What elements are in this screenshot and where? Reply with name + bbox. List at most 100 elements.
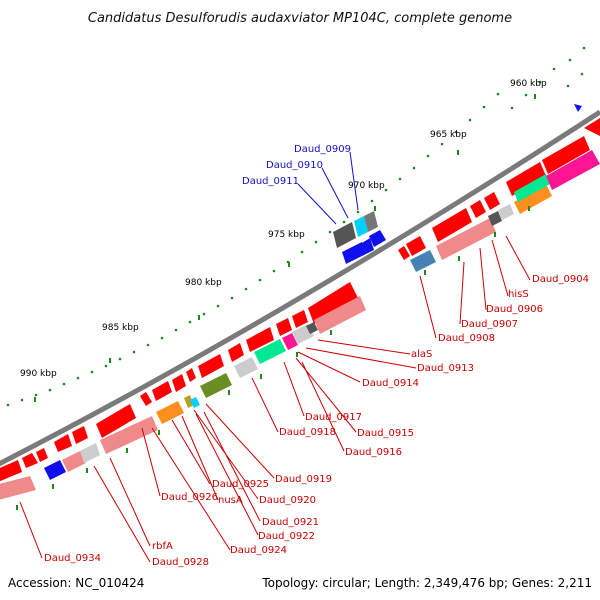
gene-label: Daud_0919 <box>275 474 332 485</box>
gene-block <box>314 296 366 334</box>
gene-block <box>62 451 86 472</box>
gene-arrow <box>54 434 72 452</box>
genome-backbone <box>0 109 600 467</box>
gene-label: Daud_0921 <box>262 517 319 528</box>
gene-label: Daud_0915 <box>357 428 414 439</box>
gene-arrow <box>96 404 136 438</box>
gene-label: hisS <box>508 289 529 300</box>
reverse-strand-genes <box>0 150 600 500</box>
kbp-label: 975 kbp <box>268 230 305 240</box>
gene-block <box>498 204 514 220</box>
gene-block <box>234 357 258 378</box>
kbp-label: 970 kbp <box>348 181 385 191</box>
gene-block <box>254 339 286 364</box>
gene-block <box>410 250 436 272</box>
outer-tick-arc <box>6 46 586 407</box>
kbp-label: 990 kbp <box>20 369 57 379</box>
forward-strand-genes <box>0 118 600 482</box>
gene-label: Daud_0914 <box>362 378 419 389</box>
gene-block <box>342 242 366 264</box>
gene-label: Daud_0910 <box>266 160 323 171</box>
gene-arrow <box>36 448 48 462</box>
gene-block <box>0 476 36 500</box>
gene-label: Daud_0928 <box>152 557 209 568</box>
gene-arrow <box>228 343 244 362</box>
gene-arrow <box>470 200 486 218</box>
upper-labels: Daud_0909 Daud_0910 Daud_0911 <box>242 144 351 187</box>
gene-block <box>362 238 374 254</box>
gene-label: Daud_0904 <box>532 274 589 285</box>
gene-arrow <box>140 392 152 406</box>
gene-block <box>190 397 200 408</box>
lower-leader-lines <box>19 235 531 563</box>
gene-label: nusA <box>218 495 243 506</box>
gene-block <box>369 230 386 247</box>
gene-block <box>488 211 502 226</box>
gene-arrow <box>186 368 196 382</box>
gene-label: alaS <box>411 349 432 360</box>
gene-arrow <box>542 136 590 174</box>
genome-summary-text: Topology: circular; Length: 2,349,476 bp… <box>261 576 592 590</box>
gene-label: Daud_0913 <box>417 363 474 374</box>
gene-block <box>333 222 356 248</box>
kbp-label: 965 kbp <box>430 130 467 140</box>
gene-block <box>306 322 318 334</box>
gene-arrow <box>276 318 292 336</box>
gene-label: Daud_0925 <box>212 479 269 490</box>
gene-label: Daud_0918 <box>279 427 336 438</box>
gene-arrow <box>506 162 546 196</box>
lower-labels: Daud_0904 hisS Daud_0906 Daud_0907 Daud_… <box>44 274 589 568</box>
gene-arrow <box>308 282 358 324</box>
gene-label: Daud_0906 <box>486 304 543 315</box>
gene-block <box>80 443 100 463</box>
gene-arrow <box>292 310 308 328</box>
gene-arrow <box>432 208 472 242</box>
gene-block <box>436 218 496 260</box>
gene-label: Daud_0907 <box>461 319 518 330</box>
kbp-labels: 960 kbp 965 kbp 970 kbp 975 kbp 980 kbp … <box>20 79 547 379</box>
gene-block <box>200 373 232 398</box>
gene-block <box>184 395 194 408</box>
gene-label: Daud_0911 <box>242 176 299 187</box>
kbp-label: 980 kbp <box>185 278 222 288</box>
gene-block <box>364 211 378 232</box>
genome-title: Candidatus Desulforudis audaxviator MP10… <box>88 11 512 26</box>
gene-block <box>44 460 66 480</box>
gene-block <box>156 401 184 424</box>
gene-label: Daud_0916 <box>345 447 402 458</box>
gene-block <box>354 216 368 237</box>
gene-arrow <box>172 374 186 392</box>
gene-arrow <box>584 118 600 136</box>
upper-leader-lines <box>297 151 359 225</box>
gene-label: rbfA <box>152 541 173 552</box>
kbp-label: 960 kbp <box>510 79 547 89</box>
gene-label: Daud_0934 <box>44 553 101 564</box>
gene-arrow <box>152 381 172 401</box>
gene-arrow <box>246 327 274 352</box>
gene-ticks <box>16 206 530 510</box>
gene-block <box>546 150 600 190</box>
gene-block <box>282 333 298 350</box>
gene-block <box>514 184 552 214</box>
gene-label: Daud_0920 <box>259 495 316 506</box>
gene-arrow <box>398 246 410 260</box>
gene-arrow <box>484 192 500 210</box>
accession-text: Accession: NC_010424 <box>8 576 144 590</box>
gene-arrow <box>198 354 224 378</box>
gene-label: Daud_0917 <box>305 412 362 423</box>
gene-arrow <box>72 426 88 444</box>
gene-label: Daud_0909 <box>294 144 351 155</box>
gene-arrow <box>22 453 38 468</box>
gene-label: Daud_0922 <box>258 531 315 542</box>
gene-block <box>100 416 158 454</box>
gene-label: Daud_0924 <box>230 545 287 556</box>
kbp-label: 985 kbp <box>102 323 139 333</box>
gene-block <box>514 174 550 202</box>
gene-label: Daud_0908 <box>438 333 495 344</box>
gene-arrow <box>406 236 426 256</box>
gene-arrow <box>0 460 22 482</box>
gene-block <box>574 104 582 112</box>
upper-gene-cluster <box>333 104 582 264</box>
